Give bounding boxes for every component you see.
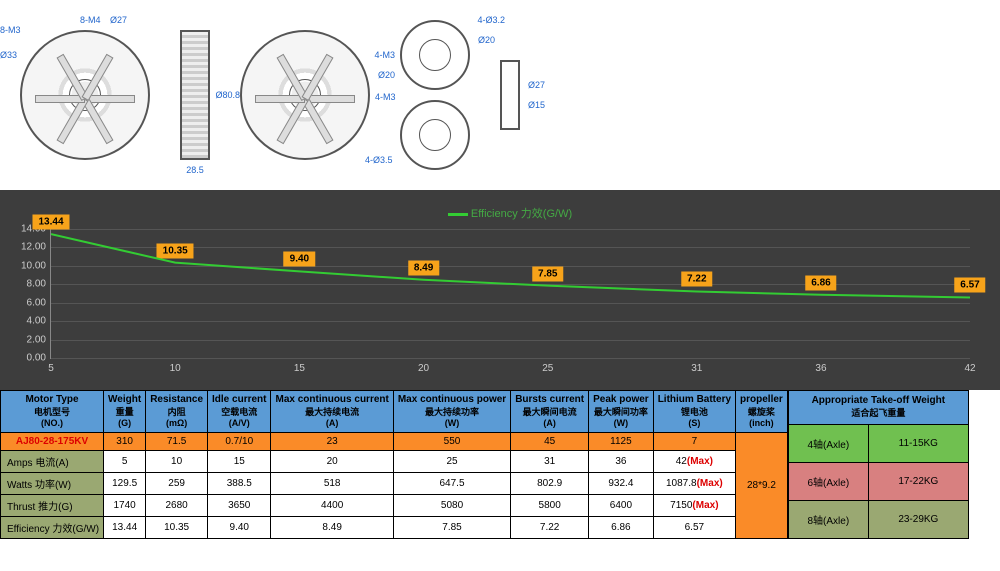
- takeoff-weight-table: Appropriate Take-off Weight适合起飞重量4轴(Axle…: [788, 390, 969, 539]
- dim-d27b: Ø27: [528, 80, 545, 90]
- chart-title-text: Efficiency 力效(G/W): [471, 208, 572, 220]
- chart-legend: Efficiency 力效(G/W): [50, 205, 970, 221]
- dim-d20b: Ø20: [478, 35, 495, 45]
- technical-drawings: 8-M3 Ø33 8-M4 Ø27 28.5 Ø80.8 4-M3 Ø20 4-…: [0, 0, 1000, 190]
- motor-front-2: 4-M3 Ø20: [240, 30, 370, 160]
- dim-808: Ø80.8: [215, 90, 240, 100]
- dim-4m3b: 4-M3: [375, 92, 396, 102]
- dim-8m4: 8-M4: [80, 15, 101, 25]
- dim-4d35: 4-Ø3.5: [365, 155, 393, 165]
- dim-d20: Ø20: [378, 70, 395, 80]
- mount-side: Ø27 Ø15: [500, 60, 520, 130]
- efficiency-chart: Efficiency 力效(G/W) 0.002.004.006.008.001…: [0, 190, 1000, 390]
- dim-d33: Ø33: [0, 50, 17, 60]
- dim-d15: Ø15: [528, 100, 545, 110]
- specification-table: Motor Type电机型号(NO.)Weight重量(G)Resistance…: [0, 390, 788, 539]
- mount-bottom: 4-M3 4-Ø3.5: [400, 100, 470, 170]
- motor-front-1: 8-M3 Ø33 8-M4 Ø27: [20, 30, 150, 160]
- dim-285: 28.5: [186, 165, 204, 175]
- motor-side-1: 28.5 Ø80.8: [180, 30, 210, 160]
- mount-top: 4-Ø3.2 Ø20: [400, 20, 470, 90]
- dim-4d32: 4-Ø3.2: [477, 15, 505, 25]
- dim-8m3: 8-M3: [0, 25, 21, 35]
- dim-4m3: 4-M3: [374, 50, 395, 60]
- dim-d27: Ø27: [110, 15, 127, 25]
- spec-tables: Motor Type电机型号(NO.)Weight重量(G)Resistance…: [0, 390, 1000, 539]
